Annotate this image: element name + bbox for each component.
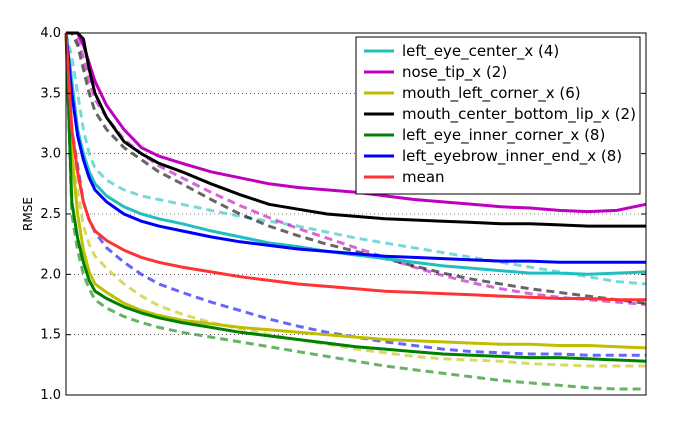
series-dashed-line	[64, 32, 646, 391]
legend-entry: left_eye_inner_corner_x (8)	[402, 126, 605, 145]
y-tick-label: 3.0	[40, 147, 61, 162]
series-solid-line	[64, 32, 646, 264]
legend-entry: mean	[402, 168, 445, 186]
series-dashed-line	[64, 32, 647, 286]
legend-entry: nose_tip_x (2)	[402, 63, 507, 82]
legend-box	[355, 36, 641, 195]
series-dashed-line	[66, 31, 647, 305]
grid-lines	[66, 93, 646, 335]
series-solid-line	[66, 31, 647, 214]
series-dashed-line	[64, 32, 646, 357]
series-solid-line	[64, 32, 647, 363]
legend-entry: mouth_left_corner_x (6)	[402, 84, 581, 103]
series-dashed-line	[66, 31, 647, 306]
series-lines	[64, 31, 647, 391]
series-solid-line	[64, 32, 647, 350]
legend-entry: mouth_center_bottom_lip_x (2)	[402, 105, 636, 124]
y-tick-label: 2.0	[40, 267, 61, 282]
series-solid-line	[66, 31, 646, 228]
series-solid-line	[64, 32, 646, 302]
y-axis-ticks: 1.0 1.5 2.0 2.5 3.0 3.5 4.0	[40, 26, 646, 403]
legend-entry: left_eyebrow_inner_end_x (8)	[402, 147, 622, 166]
y-tick-label: 3.5	[40, 86, 61, 101]
y-tick-label: 4.0	[40, 26, 61, 41]
y-tick-label: 1.0	[40, 388, 61, 403]
y-tick-label: 1.5	[40, 328, 61, 343]
y-axis-label: RMSE	[21, 197, 35, 231]
legend-entry: left_eye_center_x (4)	[402, 42, 559, 61]
series-solid-line	[64, 32, 647, 276]
y-tick-label: 2.5	[40, 207, 61, 222]
legend: left_eye_center_x (4) nose_tip_x (2) mouth…	[355, 36, 641, 195]
